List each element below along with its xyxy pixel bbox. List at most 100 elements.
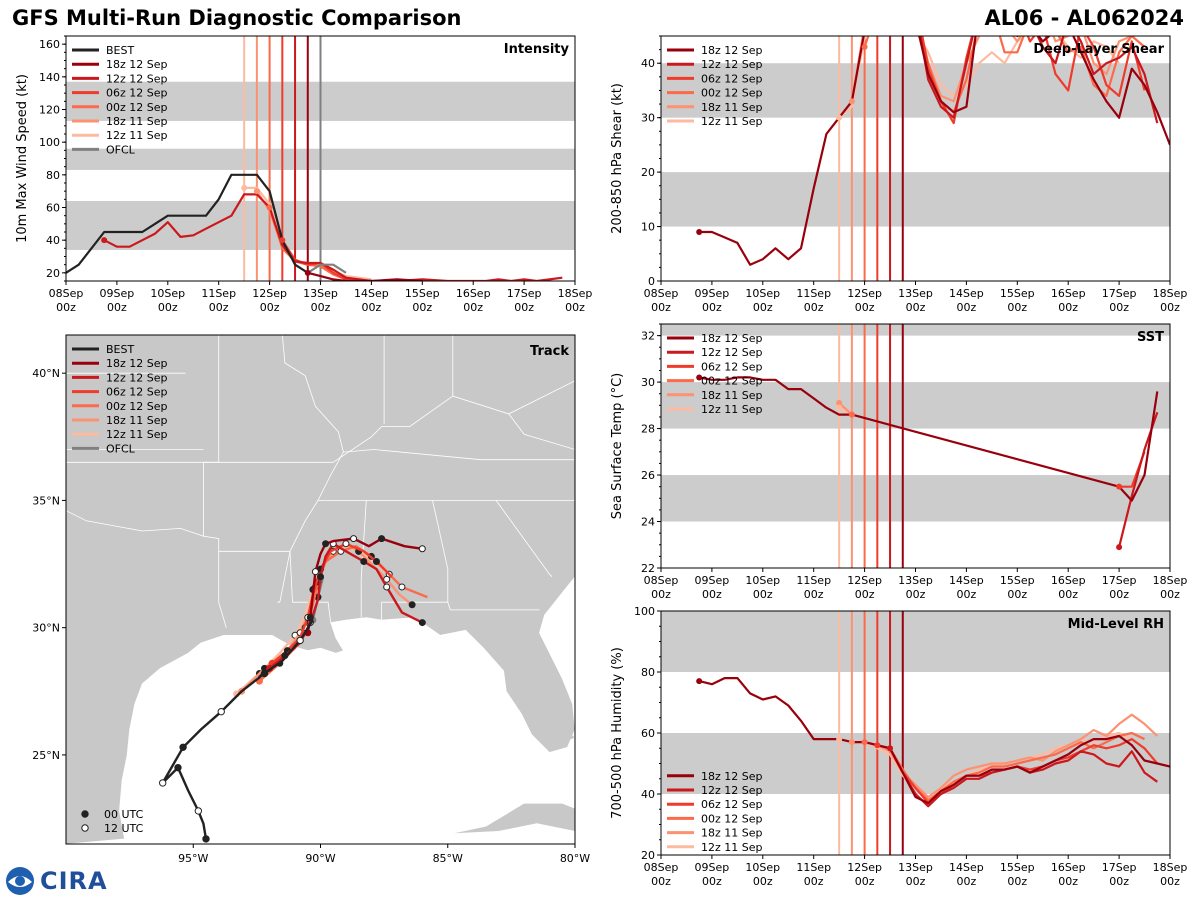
sst-xtick-hour: 00z <box>702 588 722 601</box>
sst-ytick-label: 30 <box>641 376 655 389</box>
track-legend-label: 12z 11 Sep <box>106 428 168 441</box>
shear-xtick-day: 11Sep <box>796 287 831 300</box>
shear-init-marker <box>848 98 855 105</box>
sst-xtick-day: 11Sep <box>796 574 831 587</box>
state-border <box>343 449 575 461</box>
shear-xtick-hour: 00z <box>1160 301 1180 314</box>
shear-xtick-label: 13Sep 00z <box>898 287 933 314</box>
intensity-xtick-day: 15Sep <box>405 287 440 300</box>
shear-legend-label: 00z 12 Sep <box>701 87 763 100</box>
shear-ytick-label: 40 <box>641 57 655 70</box>
intensity-ytick-label: 80 <box>46 169 60 182</box>
shear-xtick-day: 16Sep <box>1051 287 1086 300</box>
rh-legend-label: 06z 12 Sep <box>701 798 763 811</box>
rh-ytick-label: 100 <box>634 605 655 618</box>
rh-init-marker <box>887 745 894 752</box>
rh-xtick-label: 16Sep 00z <box>1051 861 1086 888</box>
rh-series-line <box>698 676 1170 805</box>
intensity-xtick-day: 08Sep <box>49 287 84 300</box>
intensity-xtick-label: 13Sep 00z <box>303 287 338 314</box>
sst-xtick-day: 08Sep <box>644 574 679 587</box>
rh-xtick-label: 13Sep 00z <box>898 861 933 888</box>
rh-xtick-hour: 00z <box>1007 875 1027 888</box>
state-border <box>508 413 575 450</box>
intensity-legend-label: 06z 12 Sep <box>106 87 168 100</box>
rh-xtick-day: 09Sep <box>695 861 730 874</box>
sst-init-marker <box>836 404 843 411</box>
track-line <box>306 537 423 633</box>
intensity-xtick-day: 09Sep <box>100 287 135 300</box>
intensity-init-marker <box>279 237 286 244</box>
rh-ytick-label: 40 <box>641 788 655 801</box>
sst-xtick-day: 18Sep <box>1153 574 1188 587</box>
state-border <box>360 500 367 618</box>
sst-xtick-hour: 00z <box>804 588 824 601</box>
shear-xtick-label: 10Sep 00z <box>745 287 780 314</box>
intensity-xtick-hour: 00z <box>311 301 331 314</box>
best-track-marker <box>296 636 304 645</box>
shear-band <box>661 172 1170 227</box>
shear-xtick-label: 15Sep 00z <box>1000 287 1035 314</box>
shear-xtick-label: 12Sep 00z <box>847 287 882 314</box>
bahamas-island <box>565 735 574 740</box>
rh-legend-label: 12z 12 Sep <box>701 784 763 797</box>
sst-ylabel: Sea Surface Temp (°C) <box>610 373 625 520</box>
shear-legend-label: 18z 11 Sep <box>701 101 763 114</box>
track-ytick-label: 35°N <box>32 494 60 507</box>
shear-series-line <box>850 36 1133 103</box>
rh-init-marker <box>861 739 868 746</box>
intensity-xtick-day: 14Sep <box>354 287 389 300</box>
rh-xtick-label: 11Sep 00z <box>796 861 831 888</box>
intensity-xtick-label: 15Sep 00z <box>405 287 440 314</box>
shear-legend-label: 18z 12 Sep <box>701 44 763 57</box>
sst-init-marker <box>1116 544 1123 551</box>
cira-logo-text: CIRA <box>40 867 108 895</box>
intensity-series-line <box>307 263 347 274</box>
shear-xtick-day: 08Sep <box>644 287 679 300</box>
sst-ytick-label: 22 <box>641 562 655 575</box>
rh-ytick-label: 60 <box>641 727 655 740</box>
sst-legend-label: 18z 11 Sep <box>701 389 763 402</box>
track-legend-label: OFCL <box>106 442 136 455</box>
cuba-land <box>450 802 575 835</box>
shear-xtick-day: 15Sep <box>1000 287 1035 300</box>
rh-legend-label: 18z 12 Sep <box>701 770 763 783</box>
intensity-xtick-hour: 00z <box>158 301 178 314</box>
rh-xtick-day: 16Sep <box>1051 861 1086 874</box>
intensity-init-marker <box>101 237 108 244</box>
track-legend-label: 06z 12 Sep <box>106 386 168 399</box>
shear-xtick-day: 10Sep <box>745 287 780 300</box>
shear-xtick-label: 11Sep 00z <box>796 287 831 314</box>
rh-xtick-label: 18Sep 00z <box>1153 861 1188 888</box>
rh-xtick-day: 12Sep <box>847 861 882 874</box>
track-marker-legend-label: 00 UTC <box>104 808 144 821</box>
rh-xtick-day: 18Sep <box>1153 861 1188 874</box>
rh-ytick-label: 80 <box>641 666 655 679</box>
rh-xtick-hour: 00z <box>753 875 773 888</box>
track-marker <box>317 573 324 581</box>
shear-init-marker <box>913 6 919 12</box>
bahamas-island <box>553 714 562 719</box>
sst-ytick-label: 24 <box>641 516 655 529</box>
track-ytick-label: 40°N <box>32 367 60 380</box>
intensity-legend-label: 00z 12 Sep <box>106 101 168 114</box>
intensity-xtick-day: 13Sep <box>303 287 338 300</box>
shear-init-marker <box>696 229 703 235</box>
shear-xtick-label: 09Sep 00z <box>695 287 730 314</box>
rh-xtick-label: 15Sep 00z <box>1000 861 1035 888</box>
sst-init-marker <box>836 400 843 407</box>
intensity-ytick-label: 40 <box>46 234 60 247</box>
track-marker <box>408 601 416 609</box>
shear-series-line <box>919 36 1159 124</box>
track-marker <box>418 619 426 627</box>
track-xtick-label: 95°W <box>178 852 208 865</box>
sst-xtick-hour: 00z <box>855 588 875 601</box>
intensity-xtick-day: 12Sep <box>252 287 287 300</box>
track-marker <box>418 545 426 553</box>
intensity-xtick-label: 18Sep 00z <box>558 287 593 314</box>
sst-legend-label: 06z 12 Sep <box>701 360 763 373</box>
